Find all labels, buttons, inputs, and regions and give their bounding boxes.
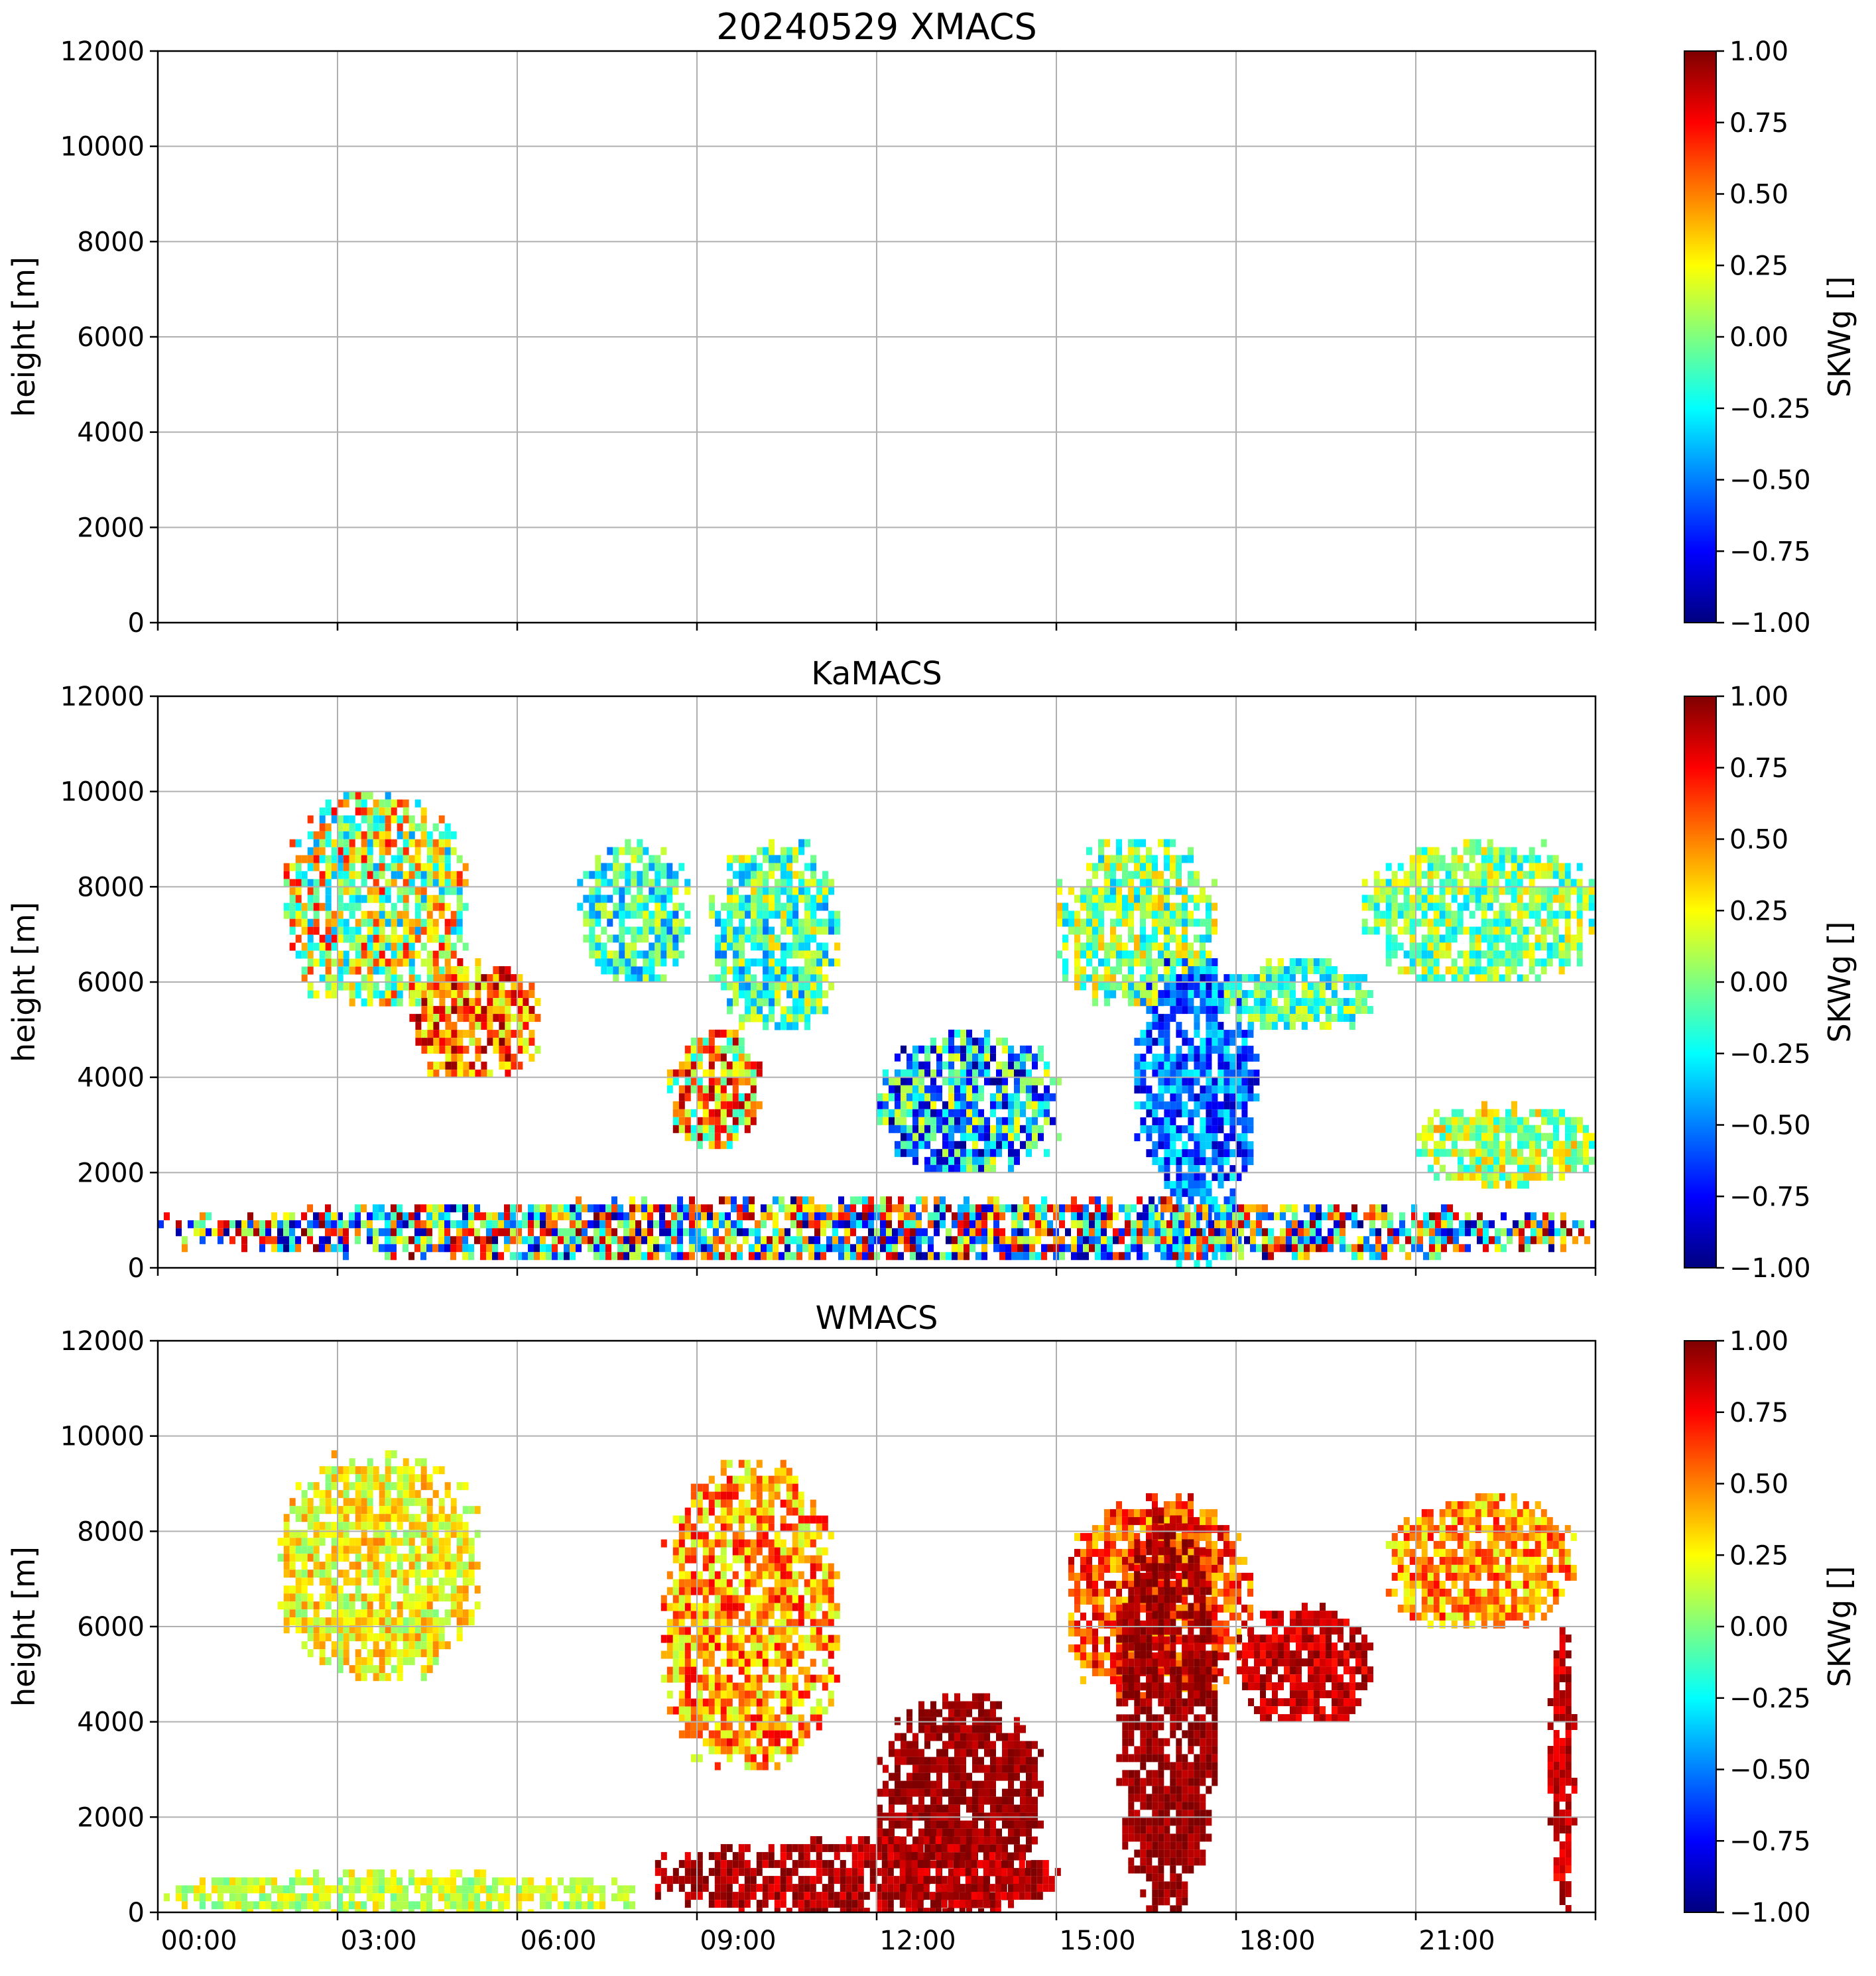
x-tick-label: 00:00 bbox=[160, 1926, 237, 1956]
colorbar-tick-label: 1.00 bbox=[1729, 682, 1788, 712]
colorbar-tick-label: 1.00 bbox=[1729, 36, 1788, 67]
echo-region-9 bbox=[655, 1836, 1061, 1912]
y-tick-label: 10000 bbox=[60, 777, 145, 808]
echo-region-6 bbox=[1236, 1603, 1373, 1723]
colorbar-tick-label: −1.00 bbox=[1729, 608, 1811, 639]
panel-3: 0 2000 4000 6000 8000 10000 12000 00:00 03:00 06:… bbox=[6, 1300, 1857, 1956]
y-axis-label: height [m] bbox=[6, 902, 42, 1062]
colorbar-tick-label: −1.00 bbox=[1729, 1898, 1811, 1928]
colorbar-tick-label: −0.25 bbox=[1729, 1684, 1811, 1714]
colorbar-tick-label: 0.00 bbox=[1729, 322, 1788, 353]
echo-region-3 bbox=[577, 839, 691, 983]
echo-region-1 bbox=[277, 1450, 481, 1682]
echo-region-2 bbox=[409, 958, 541, 1078]
y-tick-label: 8000 bbox=[77, 872, 145, 902]
y-tick-label: 2000 bbox=[77, 1158, 145, 1188]
colorbar-tick-label: 0.25 bbox=[1729, 1540, 1788, 1571]
figure-title: 20240529 XMACS bbox=[716, 6, 1037, 48]
echo-region-5 bbox=[709, 839, 841, 1030]
y-tick-label: 4000 bbox=[77, 1063, 145, 1093]
panel-title: KaMACS bbox=[811, 655, 942, 692]
colorbar-tick-label: −0.75 bbox=[1729, 1826, 1811, 1857]
colorbar-tick-label: 0.75 bbox=[1729, 108, 1788, 139]
heatmap-cells bbox=[158, 791, 1595, 1268]
grid bbox=[158, 696, 1595, 1268]
colorbar-tick-label: 1.00 bbox=[1729, 1326, 1788, 1357]
y-axis-label: height [m] bbox=[6, 257, 42, 417]
panel-1: 0 2000 4000 6000 8000 10000 12000 height [m] 202… bbox=[6, 6, 1857, 639]
colorbar-tick-label: 0.50 bbox=[1729, 1469, 1788, 1500]
panel-2: 0 2000 4000 6000 8000 10000 12000 height [m] KaM… bbox=[6, 655, 1857, 1284]
colorbar-tick-label: 0.00 bbox=[1729, 1612, 1788, 1642]
echo-region-8 bbox=[1547, 1627, 1578, 1912]
x-tick-label: 03:00 bbox=[340, 1926, 416, 1956]
colorbar: −1.00 −0.75 −0.50 −0.25 0.00 0.25 0.50 0.75 1.00… bbox=[1684, 682, 1857, 1284]
y-tick-label: 12000 bbox=[60, 682, 145, 712]
colorbar-tick-label: 0.00 bbox=[1729, 967, 1788, 998]
echo-region-8 bbox=[1134, 958, 1260, 1198]
echo-region-7 bbox=[1385, 1493, 1577, 1629]
echo-region-5 bbox=[1116, 1507, 1218, 1912]
y-tick-label: 4000 bbox=[77, 418, 145, 448]
colorbar-tick-label: 0.25 bbox=[1729, 896, 1788, 926]
echo-region-10 bbox=[1361, 839, 1595, 983]
colorbar-label: SKWg [] bbox=[1822, 922, 1857, 1043]
echo-region-4 bbox=[666, 1029, 763, 1149]
colorbar-tick-label: −0.75 bbox=[1729, 536, 1811, 567]
colorbar-label: SKWg [] bbox=[1822, 277, 1857, 398]
colorbar-tick-label: −0.75 bbox=[1729, 1182, 1811, 1212]
colorbar-tick-label: 0.75 bbox=[1729, 753, 1788, 784]
y-tick-label: 2000 bbox=[77, 1802, 145, 1833]
colorbar-gradient bbox=[1684, 1340, 1717, 1913]
x-tick-label: 09:00 bbox=[700, 1926, 776, 1956]
colorbar-tick-label: 0.50 bbox=[1729, 180, 1788, 210]
y-tick-label: 10000 bbox=[60, 132, 145, 162]
y-tick-label: 8000 bbox=[77, 1516, 145, 1547]
y-tick-label: 6000 bbox=[77, 1612, 145, 1642]
panel-title: WMACS bbox=[816, 1300, 938, 1337]
colorbar-gradient bbox=[1684, 50, 1717, 623]
colorbar-tick-label: 0.50 bbox=[1729, 825, 1788, 855]
colorbar-tick-label: −0.50 bbox=[1729, 1755, 1811, 1786]
x-tick-label: 12:00 bbox=[879, 1926, 956, 1956]
colorbar-tick-label: −0.50 bbox=[1729, 465, 1811, 496]
colorbar-tick-label: −0.25 bbox=[1729, 1039, 1811, 1070]
y-tick-label: 0 bbox=[128, 1898, 145, 1928]
colorbar-tick-label: 0.75 bbox=[1729, 1398, 1788, 1428]
colorbar: −1.00 −0.75 −0.50 −0.25 0.00 0.25 0.50 0.75 1.00… bbox=[1684, 1326, 1857, 1928]
y-tick-label: 4000 bbox=[77, 1707, 145, 1738]
echo-region-11 bbox=[1416, 1101, 1595, 1189]
echo-region-6 bbox=[877, 1029, 1062, 1173]
colorbar: −1.00 −0.75 −0.50 −0.25 0.00 0.25 0.50 0.75 1.00… bbox=[1684, 36, 1857, 639]
colorbar-tick-label: −1.00 bbox=[1729, 1253, 1811, 1284]
echo-region-9 bbox=[1218, 958, 1373, 1030]
y-tick-label: 6000 bbox=[77, 322, 145, 353]
y-tick-label: 12000 bbox=[60, 1326, 145, 1357]
y-tick-label: 10000 bbox=[60, 1422, 145, 1452]
y-tick-label: 2000 bbox=[77, 513, 145, 543]
x-tick-label: 18:00 bbox=[1239, 1926, 1315, 1956]
colorbar-label: SKWg [] bbox=[1822, 1566, 1857, 1688]
echo-region-10 bbox=[164, 1869, 635, 1912]
heatmap-cells bbox=[164, 1450, 1578, 1912]
colorbar-tick-label: −0.25 bbox=[1729, 394, 1811, 424]
x-tick-label: 06:00 bbox=[520, 1926, 596, 1956]
colorbar-tick-label: −0.50 bbox=[1729, 1111, 1811, 1141]
y-tick-label: 0 bbox=[128, 608, 145, 639]
echo-region-1 bbox=[283, 791, 469, 1007]
panels: 0 2000 4000 6000 8000 10000 12000 height [m] 202… bbox=[6, 6, 1857, 1956]
echo-region-2 bbox=[660, 1459, 840, 1770]
x-tick-label: 15:00 bbox=[1059, 1926, 1135, 1956]
colorbar-tick-label: 0.25 bbox=[1729, 251, 1788, 281]
y-tick-label: 12000 bbox=[60, 36, 145, 67]
grid bbox=[158, 1341, 1595, 1912]
y-tick-label: 8000 bbox=[77, 227, 145, 257]
colorbar-gradient bbox=[1684, 696, 1717, 1268]
y-tick-label: 6000 bbox=[77, 967, 145, 998]
y-tick-label: 0 bbox=[128, 1253, 145, 1284]
x-tick-label: 21:00 bbox=[1418, 1926, 1495, 1956]
grid bbox=[158, 51, 1595, 623]
y-axis-label: height [m] bbox=[6, 1546, 42, 1707]
